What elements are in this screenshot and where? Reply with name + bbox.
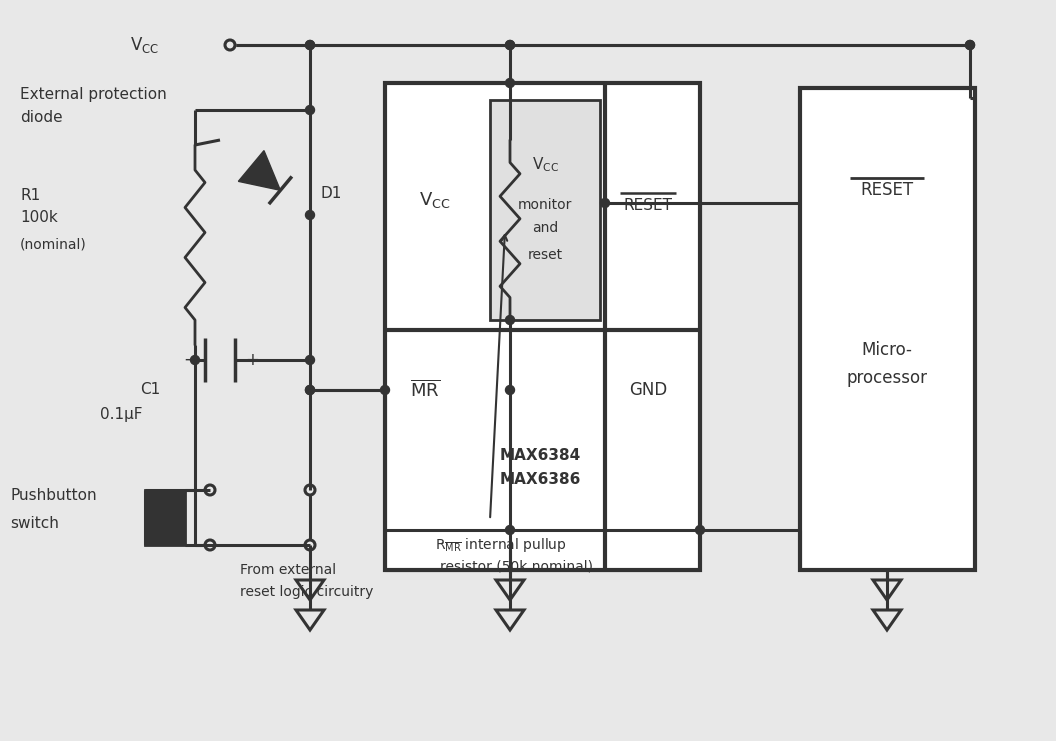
Circle shape (696, 525, 704, 534)
Circle shape (506, 79, 514, 87)
Text: Micro-: Micro- (862, 341, 912, 359)
Text: V$_{\rm CC}$: V$_{\rm CC}$ (531, 156, 559, 174)
Text: resistor (50k nominal): resistor (50k nominal) (440, 560, 593, 574)
Circle shape (305, 41, 315, 50)
Polygon shape (873, 610, 901, 630)
Text: reset logic circuitry: reset logic circuitry (240, 585, 374, 599)
Text: reset: reset (527, 248, 563, 262)
Circle shape (965, 41, 975, 50)
Text: and: and (532, 221, 559, 235)
Text: monitor: monitor (517, 198, 572, 212)
Text: 100k: 100k (20, 210, 58, 225)
Circle shape (506, 41, 514, 50)
Polygon shape (496, 610, 524, 630)
Bar (145, 490, 185, 545)
Circle shape (305, 356, 315, 365)
Text: C1: C1 (140, 382, 161, 397)
Polygon shape (296, 580, 324, 600)
Text: V$_{\rm CC}$: V$_{\rm CC}$ (419, 190, 451, 210)
Circle shape (601, 199, 609, 207)
Polygon shape (873, 580, 901, 600)
Text: Pushbutton: Pushbutton (10, 488, 97, 503)
Text: MAX6384: MAX6384 (499, 448, 581, 462)
Text: GND: GND (629, 381, 667, 399)
Bar (385, 83, 700, 570)
Circle shape (506, 385, 514, 394)
Text: V$_{\rm CC}$: V$_{\rm CC}$ (130, 35, 159, 55)
Text: −: − (183, 351, 196, 369)
Text: $\overline{\rm MR}$: $\overline{\rm MR}$ (410, 379, 440, 400)
Text: From external: From external (240, 563, 336, 577)
Bar (800, 88, 975, 570)
Circle shape (380, 385, 390, 394)
Circle shape (305, 385, 315, 394)
Circle shape (305, 385, 315, 394)
Text: R$_{\overline{\rm MR}}$ internal pullup: R$_{\overline{\rm MR}}$ internal pullup (435, 536, 567, 554)
Circle shape (305, 210, 315, 219)
Text: MAX6386: MAX6386 (499, 473, 581, 488)
Text: (nominal): (nominal) (20, 238, 87, 252)
Text: switch: switch (10, 516, 59, 531)
Polygon shape (296, 610, 324, 630)
Text: R1: R1 (20, 187, 40, 202)
Circle shape (305, 41, 315, 50)
Circle shape (506, 316, 514, 325)
Polygon shape (239, 150, 280, 190)
Text: processor: processor (847, 369, 927, 387)
Text: RESET: RESET (861, 181, 913, 199)
Circle shape (965, 41, 975, 50)
Circle shape (190, 356, 200, 365)
Text: +: + (245, 351, 259, 369)
Circle shape (506, 41, 514, 50)
Text: diode: diode (20, 110, 62, 125)
Text: RESET: RESET (623, 198, 673, 213)
Text: D1: D1 (320, 185, 341, 201)
Bar (490, 100, 600, 320)
Circle shape (506, 525, 514, 534)
Text: External protection: External protection (20, 87, 167, 102)
Polygon shape (496, 580, 524, 600)
Circle shape (305, 105, 315, 115)
Text: 0.1µF: 0.1µF (100, 408, 143, 422)
